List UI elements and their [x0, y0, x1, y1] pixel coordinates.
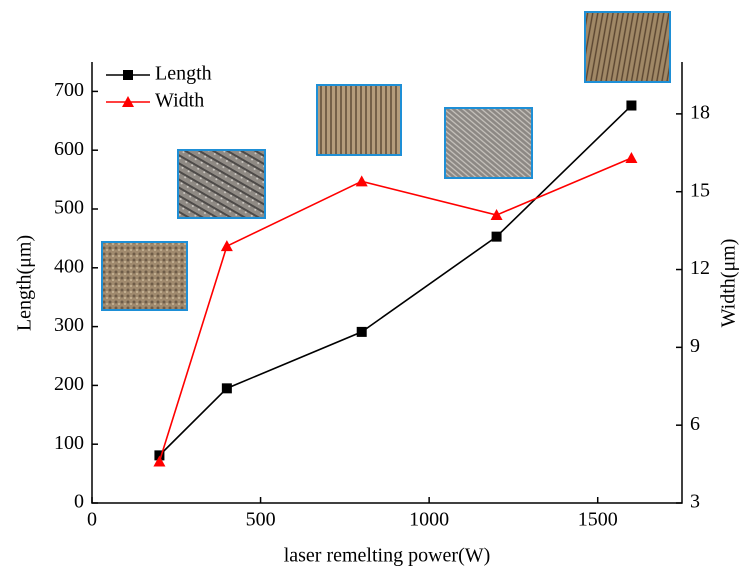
- y-tick-label: 400: [54, 255, 84, 277]
- legend-marker: [123, 70, 133, 80]
- micrograph: [584, 11, 671, 83]
- y2-tick-label: 6: [690, 413, 700, 435]
- marker: [490, 209, 503, 221]
- legend-label: Length: [155, 63, 212, 85]
- y2-tick-label: 12: [690, 257, 710, 279]
- y2-tick-label: 15: [690, 179, 710, 201]
- y2-tick-label: 18: [690, 101, 710, 123]
- y-tick-label: 300: [54, 314, 84, 336]
- x-tick-label: 500: [246, 509, 276, 531]
- y-axis-label: Length(μm): [14, 235, 36, 331]
- y-tick-label: 700: [54, 79, 84, 101]
- x-tick-label: 0: [87, 509, 97, 531]
- marker: [355, 175, 368, 187]
- marker: [154, 450, 165, 461]
- y2-tick-label: 3: [690, 491, 700, 513]
- y2-axis-label: Width(μm): [718, 239, 740, 328]
- x-axis-label: laser remelting power(W): [284, 545, 491, 567]
- marker: [491, 231, 502, 242]
- y-tick-label: 0: [74, 491, 84, 513]
- y-tick-label: 100: [54, 432, 84, 454]
- x-tick-label: 1500: [578, 509, 618, 531]
- marker: [625, 151, 638, 163]
- y-tick-label: 200: [54, 373, 84, 395]
- marker: [356, 326, 367, 337]
- micrograph: [444, 107, 533, 179]
- y2-tick-label: 9: [690, 335, 700, 357]
- marker: [626, 100, 637, 111]
- legend-marker: [122, 96, 134, 107]
- micrograph: [101, 241, 188, 311]
- micrograph: [177, 149, 266, 219]
- y-tick-label: 500: [54, 197, 84, 219]
- y-tick-label: 600: [54, 138, 84, 160]
- micrograph-insets: [101, 11, 671, 311]
- marker: [221, 383, 232, 394]
- plot-frame: [91, 62, 683, 504]
- x-tick-label: 1000: [409, 509, 449, 531]
- micrograph: [316, 84, 402, 156]
- legend-label: Width: [155, 90, 204, 112]
- marker: [220, 240, 233, 252]
- marker: [153, 455, 166, 467]
